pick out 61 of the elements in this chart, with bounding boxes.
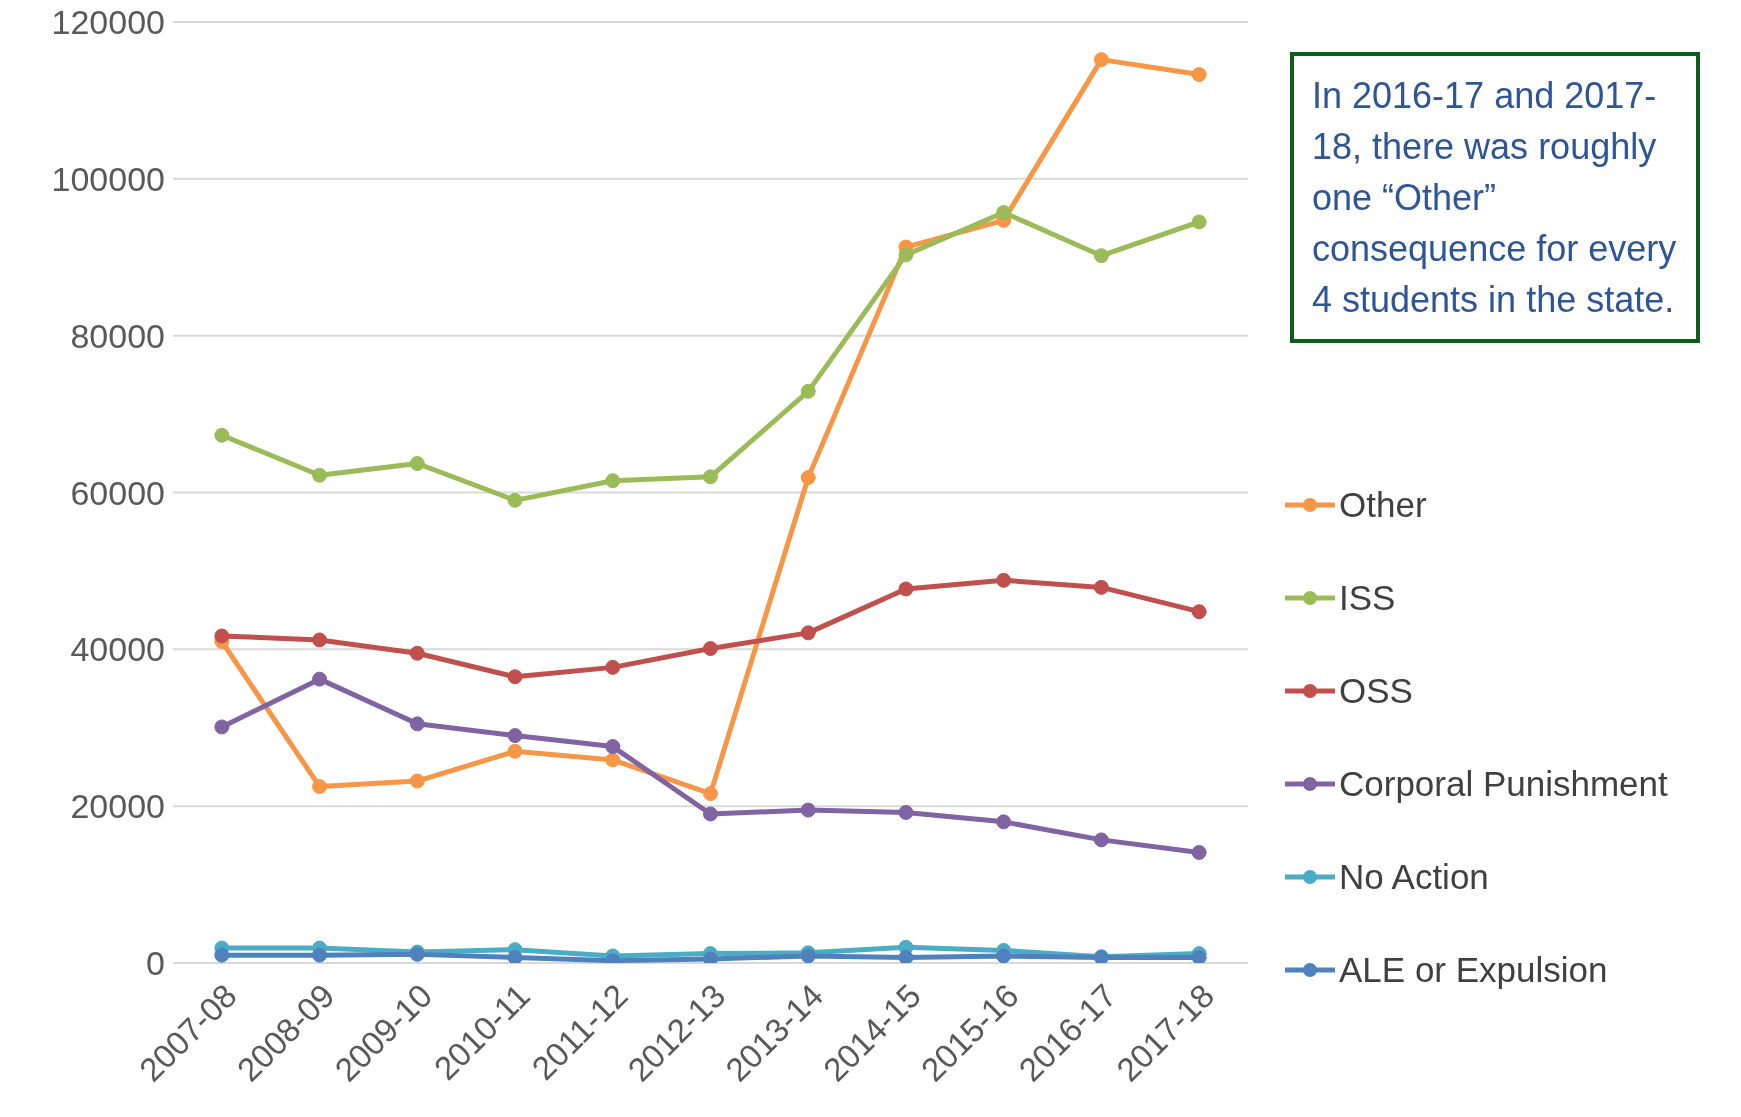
- point: [312, 947, 328, 963]
- point: [1191, 67, 1207, 83]
- point: [312, 632, 328, 648]
- legend-label: Corporal Punishment: [1339, 763, 1668, 804]
- legend-label: ALE or Expulsion: [1339, 949, 1608, 990]
- point: [507, 492, 523, 508]
- point: [1191, 950, 1207, 963]
- text: In 2016-17 and 2017-18, there was roughly one “Other” consequence for every 4 students in the state.: [1290, 52, 1700, 343]
- point: [800, 470, 816, 486]
- y-tick-label: 100000: [51, 159, 165, 198]
- point: [312, 671, 328, 687]
- point: [605, 473, 621, 489]
- point: [507, 950, 523, 963]
- point: [214, 628, 230, 644]
- point: [800, 802, 816, 818]
- y-tick-label: 120000: [51, 3, 165, 42]
- point: [1191, 604, 1207, 620]
- point: [996, 814, 1012, 830]
- point: [409, 716, 425, 732]
- y-tick-label: 60000: [70, 473, 165, 512]
- point: [703, 806, 718, 822]
- legend-label: ISS: [1339, 577, 1396, 618]
- point: [214, 719, 230, 735]
- legend-label: No Action: [1339, 856, 1489, 897]
- point: [996, 205, 1012, 221]
- point: [1093, 579, 1109, 595]
- point: [507, 728, 523, 744]
- point: [214, 427, 230, 443]
- point: [1191, 844, 1207, 860]
- point: [1191, 214, 1207, 230]
- point: [409, 455, 425, 471]
- point: [996, 948, 1012, 963]
- point: [898, 247, 914, 263]
- point: [898, 581, 914, 597]
- point: [409, 645, 425, 661]
- point: [507, 669, 523, 685]
- point: [898, 804, 914, 820]
- legend-label: OSS: [1339, 670, 1413, 711]
- y-tick-label: 80000: [70, 316, 165, 355]
- point: [605, 752, 621, 768]
- point: [703, 786, 718, 802]
- point: [703, 641, 718, 657]
- point: [898, 950, 914, 963]
- y-tick-label: 0: [146, 944, 165, 983]
- point: [703, 469, 718, 485]
- point: [312, 467, 328, 483]
- legend-label: Other: [1339, 484, 1427, 525]
- point: [800, 625, 816, 641]
- point: [800, 383, 816, 399]
- point: [996, 572, 1012, 588]
- point: [1093, 832, 1109, 848]
- point: [1093, 248, 1109, 264]
- point: [409, 773, 425, 789]
- y-tick-label: 40000: [70, 630, 165, 669]
- y-tick-label: 20000: [70, 787, 165, 826]
- point: [605, 739, 621, 755]
- point: [507, 743, 523, 759]
- point: [312, 779, 328, 795]
- point: [1093, 52, 1109, 68]
- point: [214, 947, 230, 963]
- point: [605, 659, 621, 675]
